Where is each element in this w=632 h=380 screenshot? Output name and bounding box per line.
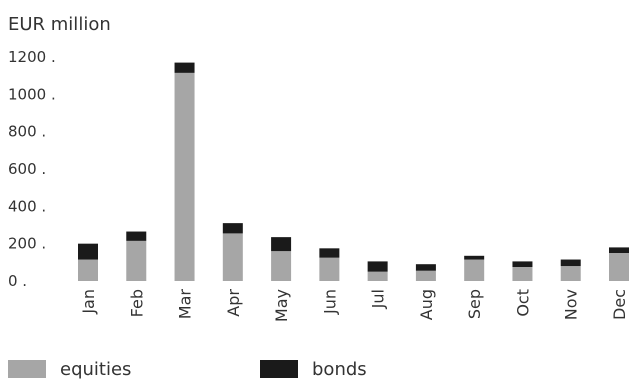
legend-label-bonds: bonds [312,358,367,380]
bar-equities-jun [319,257,340,281]
bar-bonds-jan [78,243,98,260]
bar-equities-feb [126,240,147,281]
bar-bonds-sep [464,255,485,260]
bar-bonds-apr [222,223,243,234]
x-tick-label-jan: Jan [79,289,98,315]
bar-equities-oct [512,267,533,281]
y-tick-label: 600 . [8,160,46,178]
bar-bonds-oct [512,261,533,267]
x-tick-label-oct: Oct [513,289,532,317]
unit-label: EUR million [8,14,111,35]
y-tick-label: 800 . [8,123,46,141]
y-tick-label: 400 . [8,197,46,215]
bar-equities-mar [174,72,195,281]
x-tick-label-nov: Nov [562,289,581,320]
bar-equities-apr [222,233,243,281]
x-tick-label-dec: Dec [610,289,629,320]
y-tick-label: 1200 . [8,48,56,66]
bar-bonds-jul [367,261,388,272]
y-tick-label: 200 . [8,235,46,253]
bar-equities-jan [78,259,98,281]
bar-bonds-mar [174,62,195,73]
bar-bonds-feb [126,231,147,241]
bar-equities-aug [415,270,436,281]
bar-bonds-nov [560,259,581,267]
legend-label-equities: equities [60,358,132,380]
legend-bonds: bonds [260,358,367,380]
x-tick-label-may: May [272,289,291,322]
bar-equities-dec [609,253,629,281]
bar-equities-may [271,251,292,281]
x-tick-label-mar: Mar [176,289,195,320]
legend-equities: equities [8,358,131,380]
x-tick-label-jul: Jul [369,289,388,309]
bars [78,62,629,281]
y-axis-ticks: 0 . 200 . 400 . 600 . 800 . 1000 . 1200 . [8,48,56,290]
bar-bonds-jun [319,248,340,258]
bar-equities-sep [464,259,485,281]
x-tick-label-feb: Feb [127,289,146,317]
legend-swatch-equities [8,360,46,378]
y-tick-label: 1000 . [8,85,56,103]
stacked-bar-chart: EUR million 0 . 200 . 400 . 600 . 800 . 1000 … [8,14,629,323]
bar-bonds-aug [415,264,436,271]
x-tick-label-aug: Aug [417,289,436,320]
x-tick-label-apr: Apr [224,289,243,317]
bar-equities-nov [560,266,581,281]
legend-swatch-bonds [260,360,298,378]
x-tick-label-jun: Jun [320,289,339,315]
bar-equities-jul [367,271,388,281]
y-tick-label: 0 . [8,272,27,290]
bar-bonds-may [271,237,292,252]
x-axis-labels: Jan Feb Mar Apr May Jun Jul Aug Sep Oct Nov Dec [79,289,629,323]
x-tick-label-sep: Sep [465,289,484,319]
bar-bonds-dec [609,247,629,253]
